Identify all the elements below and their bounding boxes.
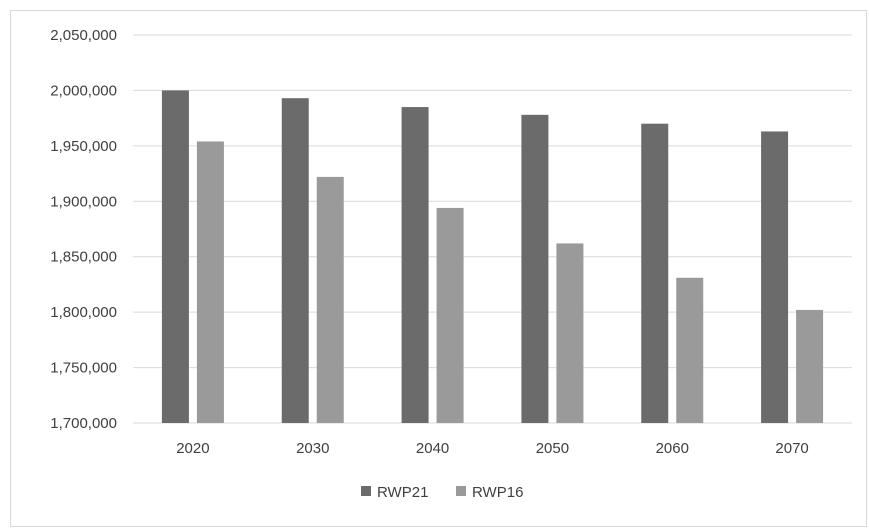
bar-rwp21-2050 [521,114,549,424]
bar-rwp16-2070 [796,309,824,423]
y-tick-label: 2,000,000 [50,82,117,99]
bar-rwp16-2050 [556,243,584,423]
y-tick-label: 1,900,000 [50,193,117,210]
x-tick-label: 2040 [416,440,449,457]
y-tick-label: 1,750,000 [50,360,117,377]
x-tick-label: 2060 [656,440,689,457]
bar-rwp21-2040 [401,107,429,424]
bar-rwp16-2040 [436,207,464,423]
legend-swatch-rwp16 [456,486,466,496]
bar-rwp21-2020 [161,90,189,423]
legend-label-rwp21: RWP21 [377,484,428,501]
legend-label-rwp16: RWP16 [472,484,523,501]
y-tick-label: 2,050,000 [50,27,117,44]
y-tick-label: 1,950,000 [50,138,117,155]
y-tick-label: 1,850,000 [50,249,117,266]
x-tick-label: 2050 [536,440,569,457]
bar-rwp21-2060 [641,123,669,423]
x-tick-label: 2070 [775,440,808,457]
bar-rwp16-2020 [196,141,224,423]
bar-rwp16-2060 [676,277,704,423]
bar-rwp16-2030 [316,176,344,423]
x-tick-label: 2030 [296,440,329,457]
y-tick-label: 1,800,000 [50,304,117,321]
bar-rwp21-2030 [281,98,309,423]
bar-rwp21-2070 [761,131,789,423]
legend-swatch-rwp21 [361,486,371,496]
x-tick-label: 2020 [176,440,209,457]
y-tick-label: 1,700,000 [50,415,117,432]
